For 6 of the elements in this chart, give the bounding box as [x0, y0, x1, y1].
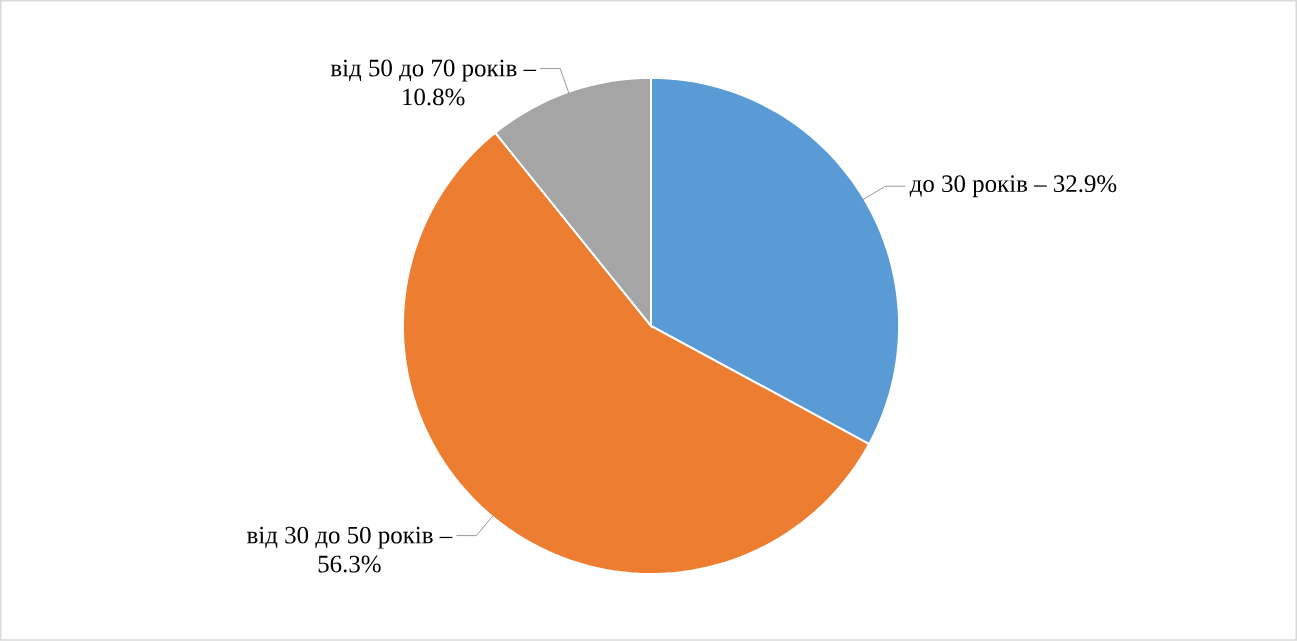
slice-label: від 50 до 70 років –: [330, 59, 537, 82]
data-label: 32.9%: [1053, 175, 1117, 193]
data-label: 56.3%: [318, 555, 381, 573]
slice-label: до 30 років –: [909, 175, 1047, 198]
data-label: 10.8%: [403, 88, 465, 106]
slice-label: від 30 до 50 років –: [247, 526, 453, 549]
